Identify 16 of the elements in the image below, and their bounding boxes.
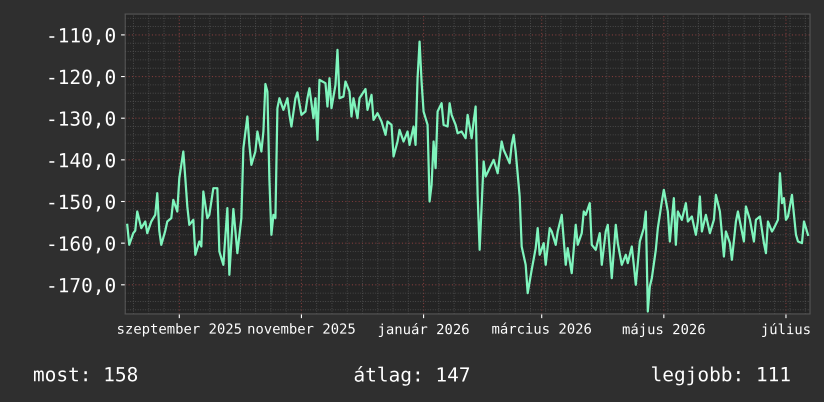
y-tick-label: -130,0 <box>49 111 115 128</box>
x-tick-label: július <box>762 322 810 337</box>
y-tick-label: -160,0 <box>49 236 115 254</box>
text: átlag: 147 <box>354 366 470 386</box>
x-tick-label: szeptember 2025 <box>118 323 241 337</box>
y-tick-label: -110,0 <box>49 28 115 46</box>
y-tick-label: -120,0 <box>49 70 115 87</box>
x-tick-label: május 2026 <box>622 322 705 337</box>
text: most: 158 <box>34 366 138 382</box>
x-tick-label: november 2025 <box>248 323 355 334</box>
y-tick-label: -170,0 <box>49 278 115 295</box>
text: legjobb: 111 <box>652 366 790 386</box>
y-tick-label: -150,0 <box>49 194 115 212</box>
y-tick-label: -140,0 <box>49 152 115 170</box>
x-tick-label: január 2026 <box>378 322 469 337</box>
x-tick-label: március 2026 <box>492 322 591 334</box>
